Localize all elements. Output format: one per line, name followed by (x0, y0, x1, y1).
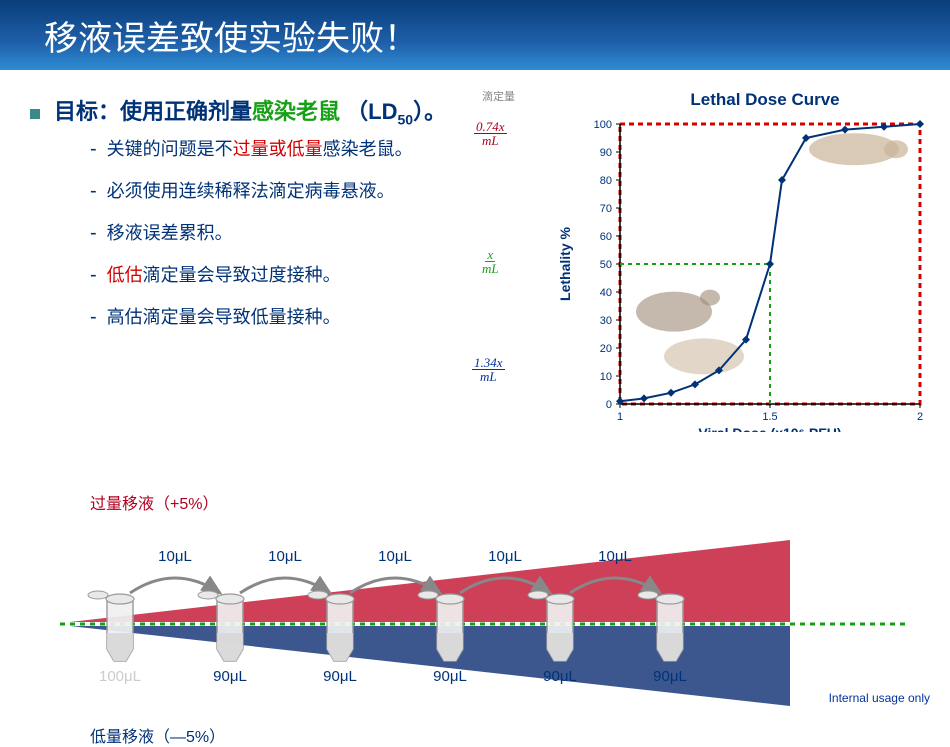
diagram-svg: 100μL 10μL 90μL 10μL 90μL 10μL 90μL 10μL 90μL 10μ… (30, 514, 920, 714)
main-bullet-text: 目标：使用正确剂量感染老鼠 （LD50）。 (54, 94, 446, 127)
svg-text:Viral Dose (x10⁶ PFU): Viral Dose (x10⁶ PFU) (698, 425, 841, 432)
title-bar: 移液误差致使实验失败！ (0, 0, 950, 70)
footer-text: Internal usage only (829, 691, 930, 705)
dash-icon: - (90, 222, 97, 245)
svg-text:10μL: 10μL (268, 548, 302, 565)
serial-dilution-diagram: 过量移液（+5%） 100μL10μL90μL10μL90μL10μL90μL1… (30, 490, 920, 730)
fraction-x: xmL (482, 248, 499, 275)
svg-text:10μL: 10μL (158, 548, 192, 565)
under-pipette-label: 低量移液（—5%） (90, 723, 920, 747)
dash-icon: - (90, 138, 97, 161)
svg-text:1.5: 1.5 (762, 411, 777, 423)
titration-label: 滴定量 (482, 92, 515, 103)
svg-text:70: 70 (600, 203, 612, 215)
frac2-num: x (485, 248, 495, 262)
sub-text-1: 必须使用连续稀释法滴定病毒悬液。 (107, 177, 395, 203)
svg-text:Lethality %: Lethality % (557, 226, 573, 300)
svg-text:1: 1 (617, 411, 623, 423)
main-suffix: ）。 (413, 99, 446, 124)
content-area: 目标：使用正确剂量感染老鼠 （LD50）。 -关键的问题是不过量或低量感染老鼠。… (0, 70, 950, 365)
svg-text:90μL: 90μL (653, 668, 687, 685)
svg-text:90μL: 90μL (543, 668, 577, 685)
frac1-den: mL (482, 133, 499, 148)
over-pipette-label: 过量移液（+5%） (90, 490, 920, 514)
dash-icon: - (90, 306, 97, 329)
frac2-den: mL (482, 261, 499, 276)
slide-title: 移液误差致使实验失败！ (44, 11, 418, 60)
svg-text:30: 30 (600, 315, 612, 327)
main-green: 感染老鼠 (252, 99, 340, 124)
frac1-num: 0.74x (474, 120, 507, 134)
sub-text-0: 关键的问题是不过量或低量感染老鼠。 (107, 135, 413, 161)
bullet-square-icon (30, 109, 40, 119)
svg-text:10μL: 10μL (598, 548, 632, 565)
svg-text:50: 50 (600, 259, 612, 271)
main-mid: （LD (340, 99, 397, 124)
main-subscript: 50 (397, 111, 413, 127)
main-prefix: 目标：使用正确剂量 (54, 99, 252, 124)
fraction-134x: 1.34xmL (472, 356, 505, 383)
frac3-den: mL (480, 369, 497, 384)
svg-text:40: 40 (600, 287, 612, 299)
chart-svg: 0 10 20 30 40 50 60 70 80 90 100 1 1.5 2 Lethality % Vi… (530, 112, 930, 432)
dash-icon: - (90, 264, 97, 287)
frac3-num: 1.34x (472, 356, 505, 370)
svg-text:80: 80 (600, 175, 612, 187)
sub-text-4: 高估滴定量会导致低量接种。 (107, 303, 341, 329)
svg-text:10μL: 10μL (488, 548, 522, 565)
svg-text:60: 60 (600, 231, 612, 243)
fraction-074x: 0.74xmL (474, 120, 507, 147)
lethal-dose-chart: Lethal Dose Curve 0 10 20 30 40 50 60 70 80 90 100… (530, 90, 940, 420)
sub-text-2: 移液误差累积。 (107, 219, 233, 245)
svg-text:90μL: 90μL (213, 668, 247, 685)
svg-text:90μL: 90μL (433, 668, 467, 685)
svg-text:0: 0 (606, 399, 612, 411)
svg-text:100: 100 (594, 119, 612, 131)
chart-title: Lethal Dose Curve (590, 90, 940, 110)
svg-text:20: 20 (600, 343, 612, 355)
sub-text-3: 低估滴定量会导致过度接种。 (107, 261, 341, 287)
svg-text:100μL: 100μL (99, 668, 141, 685)
svg-text:2: 2 (917, 411, 923, 423)
svg-text:10: 10 (600, 371, 612, 383)
svg-text:90: 90 (600, 147, 612, 159)
svg-text:90μL: 90μL (323, 668, 357, 685)
svg-text:10μL: 10μL (378, 548, 412, 565)
dash-icon: - (90, 180, 97, 203)
